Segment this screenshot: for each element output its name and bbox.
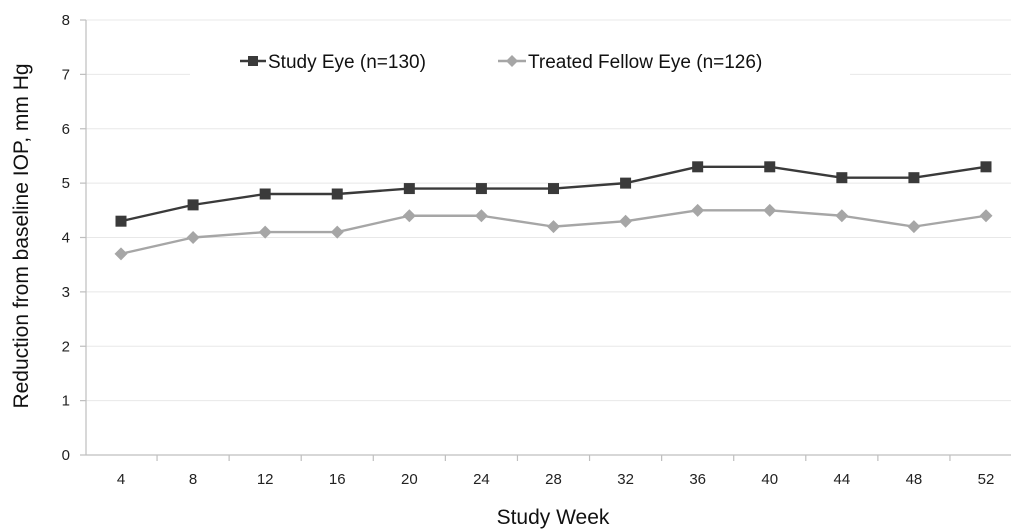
y-tick-label: 7: [62, 66, 70, 83]
x-tick-label: 28: [545, 471, 562, 488]
data-point-study-eye: [331, 188, 343, 200]
data-point-treated-fellow-eye: [114, 247, 128, 261]
data-point-study-eye: [764, 161, 776, 173]
x-tick-label: 36: [689, 471, 706, 488]
x-tick-label: 44: [833, 471, 850, 488]
y-tick-label: 2: [62, 338, 70, 355]
x-tick-label: 20: [401, 471, 418, 488]
y-tick-label: 5: [62, 175, 70, 192]
legend-marker-diamond: [506, 55, 518, 67]
data-point-treated-fellow-eye: [402, 209, 416, 223]
data-point-treated-fellow-eye: [547, 220, 560, 234]
x-tick-label: 12: [257, 471, 274, 488]
data-point-study-eye: [620, 177, 632, 189]
data-point-treated-fellow-eye: [474, 209, 488, 223]
data-point-study-eye: [836, 172, 848, 184]
data-point-study-eye: [403, 183, 415, 195]
y-tick-label: 8: [62, 12, 70, 29]
data-point-treated-fellow-eye: [835, 209, 849, 223]
data-point-study-eye: [115, 215, 127, 227]
x-tick-label: 48: [906, 471, 923, 488]
x-tick-label: 8: [189, 471, 197, 488]
y-axis-title: Reduction from baseline IOP, mm Hg: [10, 63, 33, 408]
x-axis-title: Study Week: [497, 506, 610, 529]
x-tick-label: 52: [978, 471, 995, 488]
y-tick-label: 6: [62, 121, 70, 138]
data-point-treated-fellow-eye: [691, 203, 705, 217]
data-point-study-eye: [187, 199, 199, 211]
x-tick-label: 32: [617, 471, 634, 488]
legend-item-study-eye: Study Eye (n=130): [240, 52, 426, 73]
legend: Study Eye (n=130) Treated Fellow Eye (n=…: [190, 42, 850, 78]
data-point-study-eye: [548, 183, 559, 195]
data-point-treated-fellow-eye: [979, 209, 993, 223]
data-point-treated-fellow-eye: [330, 225, 344, 239]
x-tick-label: 24: [473, 471, 490, 488]
y-tick-label: 3: [62, 284, 70, 301]
data-point-study-eye: [908, 172, 920, 184]
data-point-study-eye: [475, 183, 487, 195]
data-point-study-eye: [692, 161, 704, 173]
x-ticks: 4 8 12 16 20 24 28 32 36 40 44 48 52: [117, 455, 995, 488]
y-ticks: 0 1 2 3 4 5 6 7 8: [62, 12, 86, 464]
data-point-treated-fellow-eye: [619, 214, 633, 228]
data-point-treated-fellow-eye: [186, 231, 200, 244]
data-point-treated-fellow-eye: [258, 225, 272, 239]
data-point-study-eye: [259, 188, 271, 200]
x-tick-label: 4: [117, 471, 125, 488]
data-point-treated-fellow-eye: [907, 220, 921, 234]
y-tick-label: 0: [62, 447, 70, 464]
data-point-study-eye: [980, 161, 992, 173]
y-tick-label: 1: [62, 393, 70, 410]
data-point-treated-fellow-eye: [763, 203, 777, 217]
legend-label-treated-fellow-eye: Treated Fellow Eye (n=126): [528, 52, 762, 73]
legend-label-study-eye: Study Eye (n=130): [268, 52, 426, 73]
legend-marker-square: [248, 56, 258, 66]
series: [114, 161, 993, 261]
x-tick-label: 16: [329, 471, 346, 488]
x-tick-label: 40: [761, 471, 778, 488]
legend-item-treated-fellow-eye: Treated Fellow Eye (n=126): [498, 52, 762, 73]
y-tick-label: 4: [62, 230, 70, 247]
